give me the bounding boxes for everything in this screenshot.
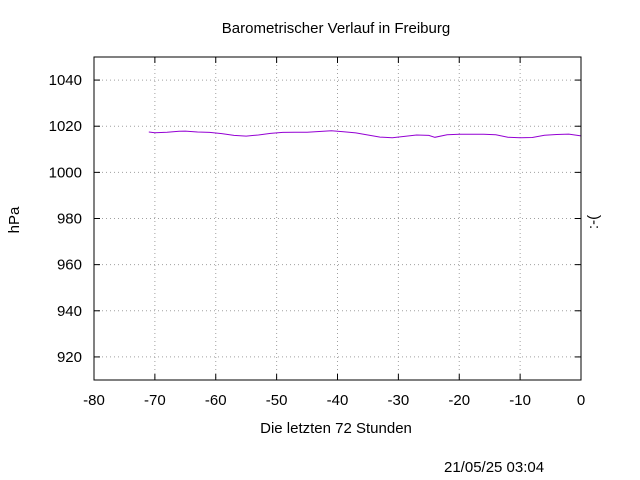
pressure-line [148, 130, 582, 139]
y-tick-labels: 920 940 960 980 1000 1020 1040 [49, 72, 82, 366]
y-tick-label: 920 [57, 349, 82, 366]
chart-title: Barometrischer Verlauf in Freiburg [222, 20, 450, 37]
timestamp: 21/05/25 03:04 [444, 459, 545, 476]
x-tick-label: -10 [509, 392, 531, 409]
x-tick-label: -50 [266, 392, 288, 409]
y-tick-label: 960 [57, 257, 82, 274]
y-tick-label: 1020 [49, 118, 82, 135]
series-group [148, 130, 582, 139]
x-tick-label: -80 [83, 392, 105, 409]
x-tick-label: -30 [388, 392, 410, 409]
y-axis-label: hPa [6, 206, 23, 233]
plot-frame [93, 56, 582, 381]
x-tick-label: -20 [448, 392, 470, 409]
y-tick-label: 940 [57, 303, 82, 320]
y-tick-label: 980 [57, 211, 82, 228]
x-tick-label: -70 [144, 392, 166, 409]
x-axis-label: Die letzten 72 Stunden [260, 420, 412, 437]
y2-axis-label: :-( [585, 215, 602, 229]
y-tick-label: 1040 [49, 72, 82, 89]
x-tick-label: -60 [205, 392, 227, 409]
x-tick-labels: -80 -70 -60 -50 -40 -30 -20 -10 0 [83, 392, 585, 409]
y-tick-label: 1000 [49, 164, 82, 181]
x-tick-label: 0 [577, 392, 585, 409]
grid-lines [94, 57, 581, 380]
x-tick-label: -40 [327, 392, 349, 409]
